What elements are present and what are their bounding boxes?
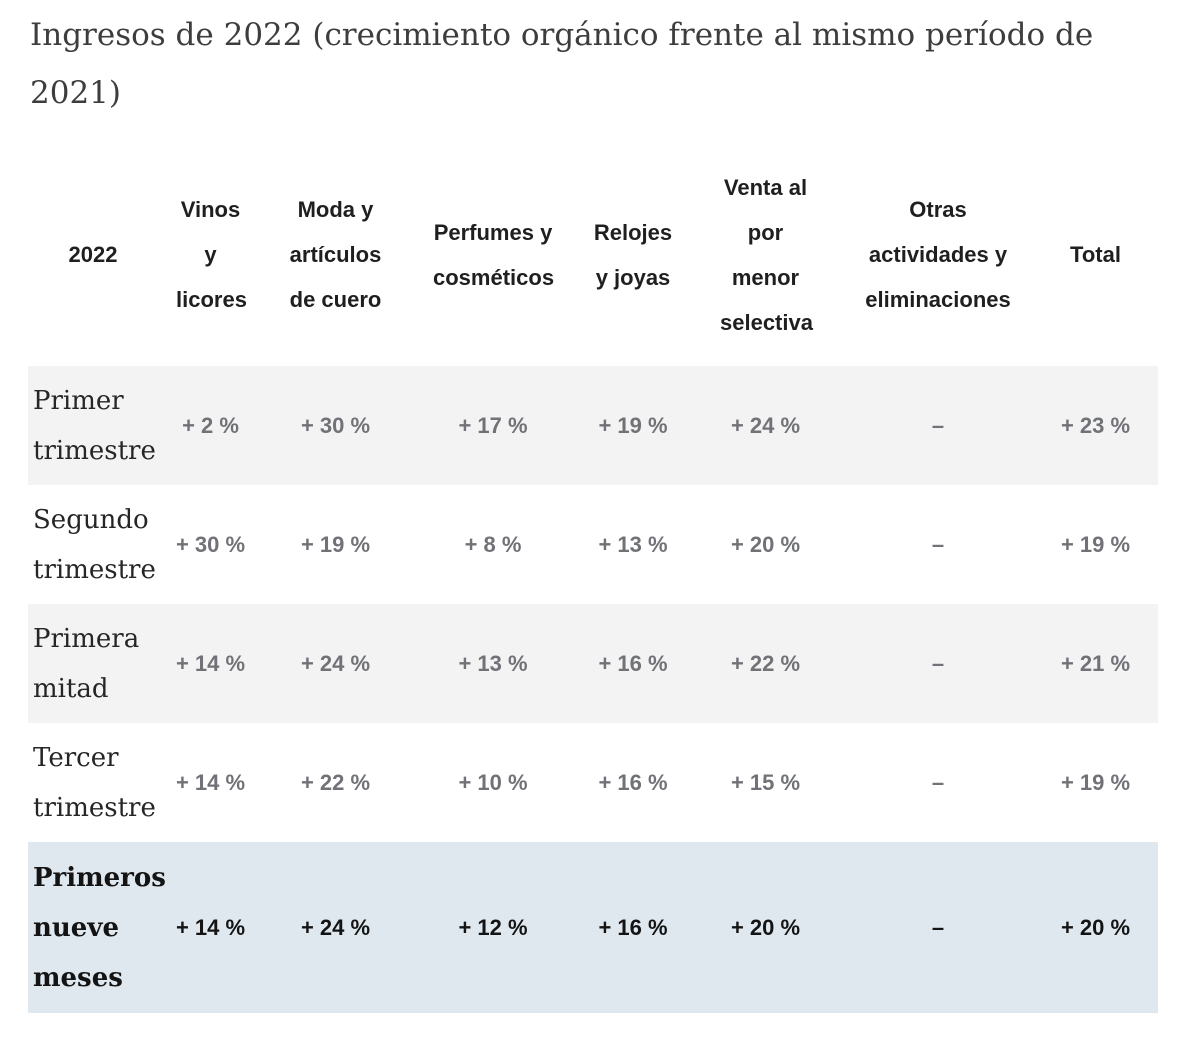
cell-value: + 30 %	[300, 412, 371, 438]
row-label: Primera mitad	[33, 623, 140, 704]
cell-value: + 16 %	[598, 914, 668, 940]
cell-value: + 8 %	[464, 531, 522, 557]
cell-value: –	[931, 769, 945, 795]
table-row-primeros-nueve-meses: Primeros nueve meses + 14 % + 24 % + 12 …	[28, 842, 1158, 1013]
page-title: Ingresos de 2022 (crecimiento orgánico f…	[30, 6, 1158, 122]
row-label: Segundo trimestre	[33, 504, 156, 585]
cell-value: + 10 %	[458, 769, 528, 795]
page-title-line1: Ingresos de 2022 (crecimiento orgánico f…	[30, 17, 1094, 53]
cell-value: + 22 %	[300, 769, 371, 795]
col-header-moda: Moda y artículos de cuero	[289, 197, 382, 312]
col-header-vinos: Vinos y licores	[176, 197, 247, 312]
cell-value: + 20 %	[1060, 914, 1131, 940]
cell-value: + 2 %	[182, 412, 239, 438]
cell-value: + 21 %	[1060, 650, 1131, 676]
page-title-line2: 2021)	[30, 75, 121, 111]
cell-value: + 19 %	[300, 531, 371, 557]
cell-value: –	[931, 531, 945, 557]
row-label: Tercer trimestre	[33, 742, 156, 823]
cell-value: –	[931, 412, 945, 438]
cell-value: + 14 %	[175, 650, 246, 676]
cell-value: + 12 %	[458, 914, 528, 940]
col-header-otras: Otras actividades y eliminaciones	[865, 197, 1011, 312]
cell-value: + 16 %	[598, 769, 668, 795]
col-header-total: Total	[1070, 242, 1121, 267]
col-header-relojes: Relojes y joyas	[593, 219, 673, 290]
cell-value: + 14 %	[175, 769, 246, 795]
cell-value: + 24 %	[300, 914, 371, 940]
col-header-venta: Venta al por menor selectiva	[720, 174, 813, 335]
col-header-year: 2022	[68, 242, 118, 267]
row-label: Primeros nueve meses	[33, 862, 166, 993]
cell-value: + 16 %	[598, 650, 668, 676]
cell-value: + 13 %	[458, 650, 528, 676]
cell-value: + 15 %	[730, 769, 801, 795]
cell-value: + 20 %	[730, 531, 801, 557]
table-row-segundo-trimestre: Segundo trimestre + 30 % + 19 % + 8 % + …	[28, 485, 1158, 604]
cell-value: + 24 %	[730, 412, 801, 438]
table-header-row: 2022 Vinos y licores Moda y artículos de…	[28, 143, 1158, 366]
cell-value: + 23 %	[1060, 412, 1131, 438]
row-label: Primer trimestre	[33, 385, 156, 466]
cell-value: –	[931, 914, 945, 940]
table-row-primera-mitad: Primera mitad + 14 % + 24 % + 13 % + 16 …	[28, 604, 1158, 723]
cell-value: + 13 %	[598, 531, 668, 557]
revenue-growth-table: 2022 Vinos y licores Moda y artículos de…	[28, 143, 1158, 1013]
cell-value: + 19 %	[598, 412, 668, 438]
table-row-primer-trimestre: Primer trimestre + 2 % + 30 % + 17 % + 1…	[28, 366, 1158, 485]
article-page: Ingresos de 2022 (crecimiento orgánico f…	[28, 6, 1158, 1013]
cell-value: + 20 %	[730, 914, 801, 940]
cell-value: + 19 %	[1060, 531, 1131, 557]
cell-value: + 14 %	[175, 914, 246, 940]
cell-value: –	[931, 650, 945, 676]
cell-value: + 30 %	[175, 531, 246, 557]
cell-value: + 22 %	[730, 650, 801, 676]
cell-value: + 24 %	[300, 650, 371, 676]
cell-value: + 17 %	[458, 412, 528, 438]
table-row-tercer-trimestre: Tercer trimestre + 14 % + 22 % + 10 % + …	[28, 723, 1158, 842]
cell-value: + 19 %	[1060, 769, 1131, 795]
col-header-perfumes: Perfumes y cosméticos	[433, 219, 555, 290]
